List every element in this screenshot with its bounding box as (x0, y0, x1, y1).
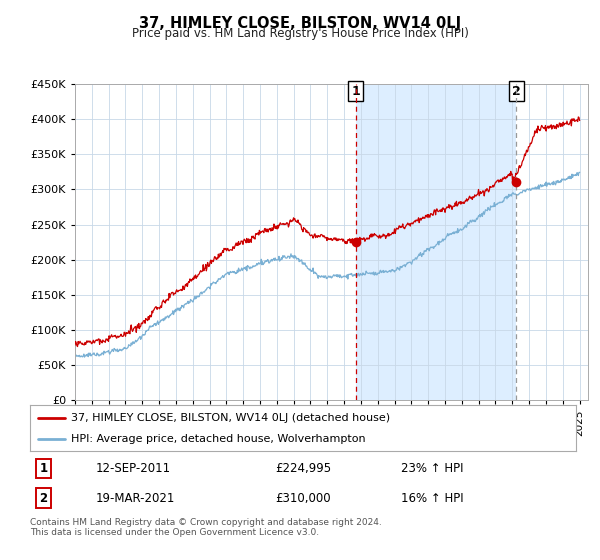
Text: £224,995: £224,995 (276, 462, 332, 475)
Text: 2: 2 (40, 492, 48, 505)
Text: 2: 2 (512, 85, 520, 97)
Text: 16% ↑ HPI: 16% ↑ HPI (401, 492, 464, 505)
Text: Contains HM Land Registry data © Crown copyright and database right 2024.
This d: Contains HM Land Registry data © Crown c… (30, 518, 382, 538)
Text: 19-MAR-2021: 19-MAR-2021 (95, 492, 175, 505)
Text: HPI: Average price, detached house, Wolverhampton: HPI: Average price, detached house, Wolv… (71, 435, 365, 444)
Text: 37, HIMLEY CLOSE, BILSTON, WV14 0LJ: 37, HIMLEY CLOSE, BILSTON, WV14 0LJ (139, 16, 461, 31)
Text: Price paid vs. HM Land Registry's House Price Index (HPI): Price paid vs. HM Land Registry's House … (131, 27, 469, 40)
Text: £310,000: £310,000 (276, 492, 331, 505)
Bar (356, 84, 516, 400)
Text: 1: 1 (352, 85, 360, 97)
Text: 12-SEP-2011: 12-SEP-2011 (95, 462, 170, 475)
Text: 37, HIMLEY CLOSE, BILSTON, WV14 0LJ (detached house): 37, HIMLEY CLOSE, BILSTON, WV14 0LJ (det… (71, 413, 390, 423)
Text: 1: 1 (40, 462, 48, 475)
Text: 23% ↑ HPI: 23% ↑ HPI (401, 462, 464, 475)
